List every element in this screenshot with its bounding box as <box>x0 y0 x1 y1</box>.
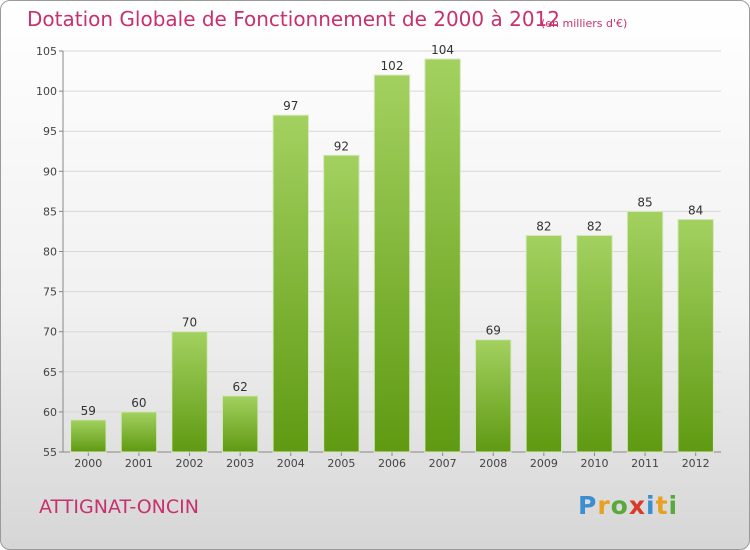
proxiti-logo[interactable]: Proxiti <box>578 491 678 520</box>
value-label-2006: 102 <box>381 59 404 73</box>
x-tick-label-2010: 2010 <box>580 457 608 470</box>
logo-letter: P <box>578 491 598 520</box>
value-label-2003: 62 <box>233 380 248 394</box>
bar-2009 <box>525 234 563 453</box>
x-tick-label-2011: 2011 <box>631 457 659 470</box>
chart-title: Dotation Globale de Fonctionnement de 20… <box>27 7 560 31</box>
value-label-2011: 85 <box>637 195 652 209</box>
x-tick-label-2009: 2009 <box>530 457 558 470</box>
y-tick-label: 80 <box>43 246 57 259</box>
value-label-2010: 82 <box>587 219 602 233</box>
bar-2001 <box>120 411 158 453</box>
x-tick-label-2005: 2005 <box>327 457 355 470</box>
value-label-2002: 70 <box>182 316 197 330</box>
chart-unit-label: (en milliers d'€) <box>541 17 628 30</box>
y-tick-label: 100 <box>36 85 57 98</box>
x-tick-label-2000: 2000 <box>74 457 102 470</box>
logo-letter: i <box>646 491 656 520</box>
bar-2010 <box>576 234 613 453</box>
logo-letter: i <box>668 491 679 520</box>
y-tick-label: 95 <box>43 125 57 138</box>
bar-2005 <box>323 154 360 453</box>
bar-2011 <box>626 210 664 453</box>
value-label-2005: 92 <box>334 139 349 153</box>
logo-letter: r <box>597 491 611 520</box>
y-tick-label: 85 <box>43 205 57 218</box>
y-tick-label: 70 <box>43 326 57 339</box>
value-label-2000: 59 <box>81 404 96 418</box>
bar-2006 <box>373 74 411 453</box>
bar-2012 <box>677 218 714 453</box>
y-tick-label: 65 <box>43 366 57 379</box>
bar-2002 <box>171 331 208 453</box>
y-tick-label: 60 <box>43 406 57 419</box>
x-tick-label-2002: 2002 <box>176 457 204 470</box>
x-tick-label-2007: 2007 <box>429 457 457 470</box>
value-label-2001: 60 <box>131 396 146 410</box>
x-tick-label-2008: 2008 <box>479 457 507 470</box>
y-tick-label: 55 <box>43 446 57 459</box>
bar-2003 <box>221 395 259 453</box>
value-label-2008: 69 <box>486 324 501 338</box>
x-tick-label-2001: 2001 <box>125 457 153 470</box>
value-label-2009: 82 <box>536 219 551 233</box>
y-tick-label: 105 <box>36 45 57 58</box>
bar-2008 <box>475 339 512 453</box>
logo-letter: x <box>628 491 646 520</box>
x-tick-label-2012: 2012 <box>682 457 710 470</box>
value-label-2004: 97 <box>283 99 298 113</box>
logo-letter: t <box>655 491 669 520</box>
bar-2007 <box>424 58 461 453</box>
commune-name: ATTIGNAT-ONCIN <box>39 496 199 518</box>
bars <box>70 58 714 453</box>
x-tick-label-2003: 2003 <box>226 457 254 470</box>
y-tick-label: 75 <box>43 286 57 299</box>
logo-letter: o <box>610 491 629 520</box>
value-label-2007: 104 <box>431 43 454 57</box>
value-label-2012: 84 <box>688 203 703 217</box>
x-tick-label-2006: 2006 <box>378 457 406 470</box>
labels: 59 2000 60 2001 70 2002 62 2003 97 2004 92 2005 102 2… <box>74 43 709 470</box>
x-tick-label-2004: 2004 <box>277 457 305 470</box>
bar-2000 <box>70 419 107 453</box>
bar-2004 <box>272 114 309 453</box>
y-tick-label: 90 <box>43 165 57 178</box>
